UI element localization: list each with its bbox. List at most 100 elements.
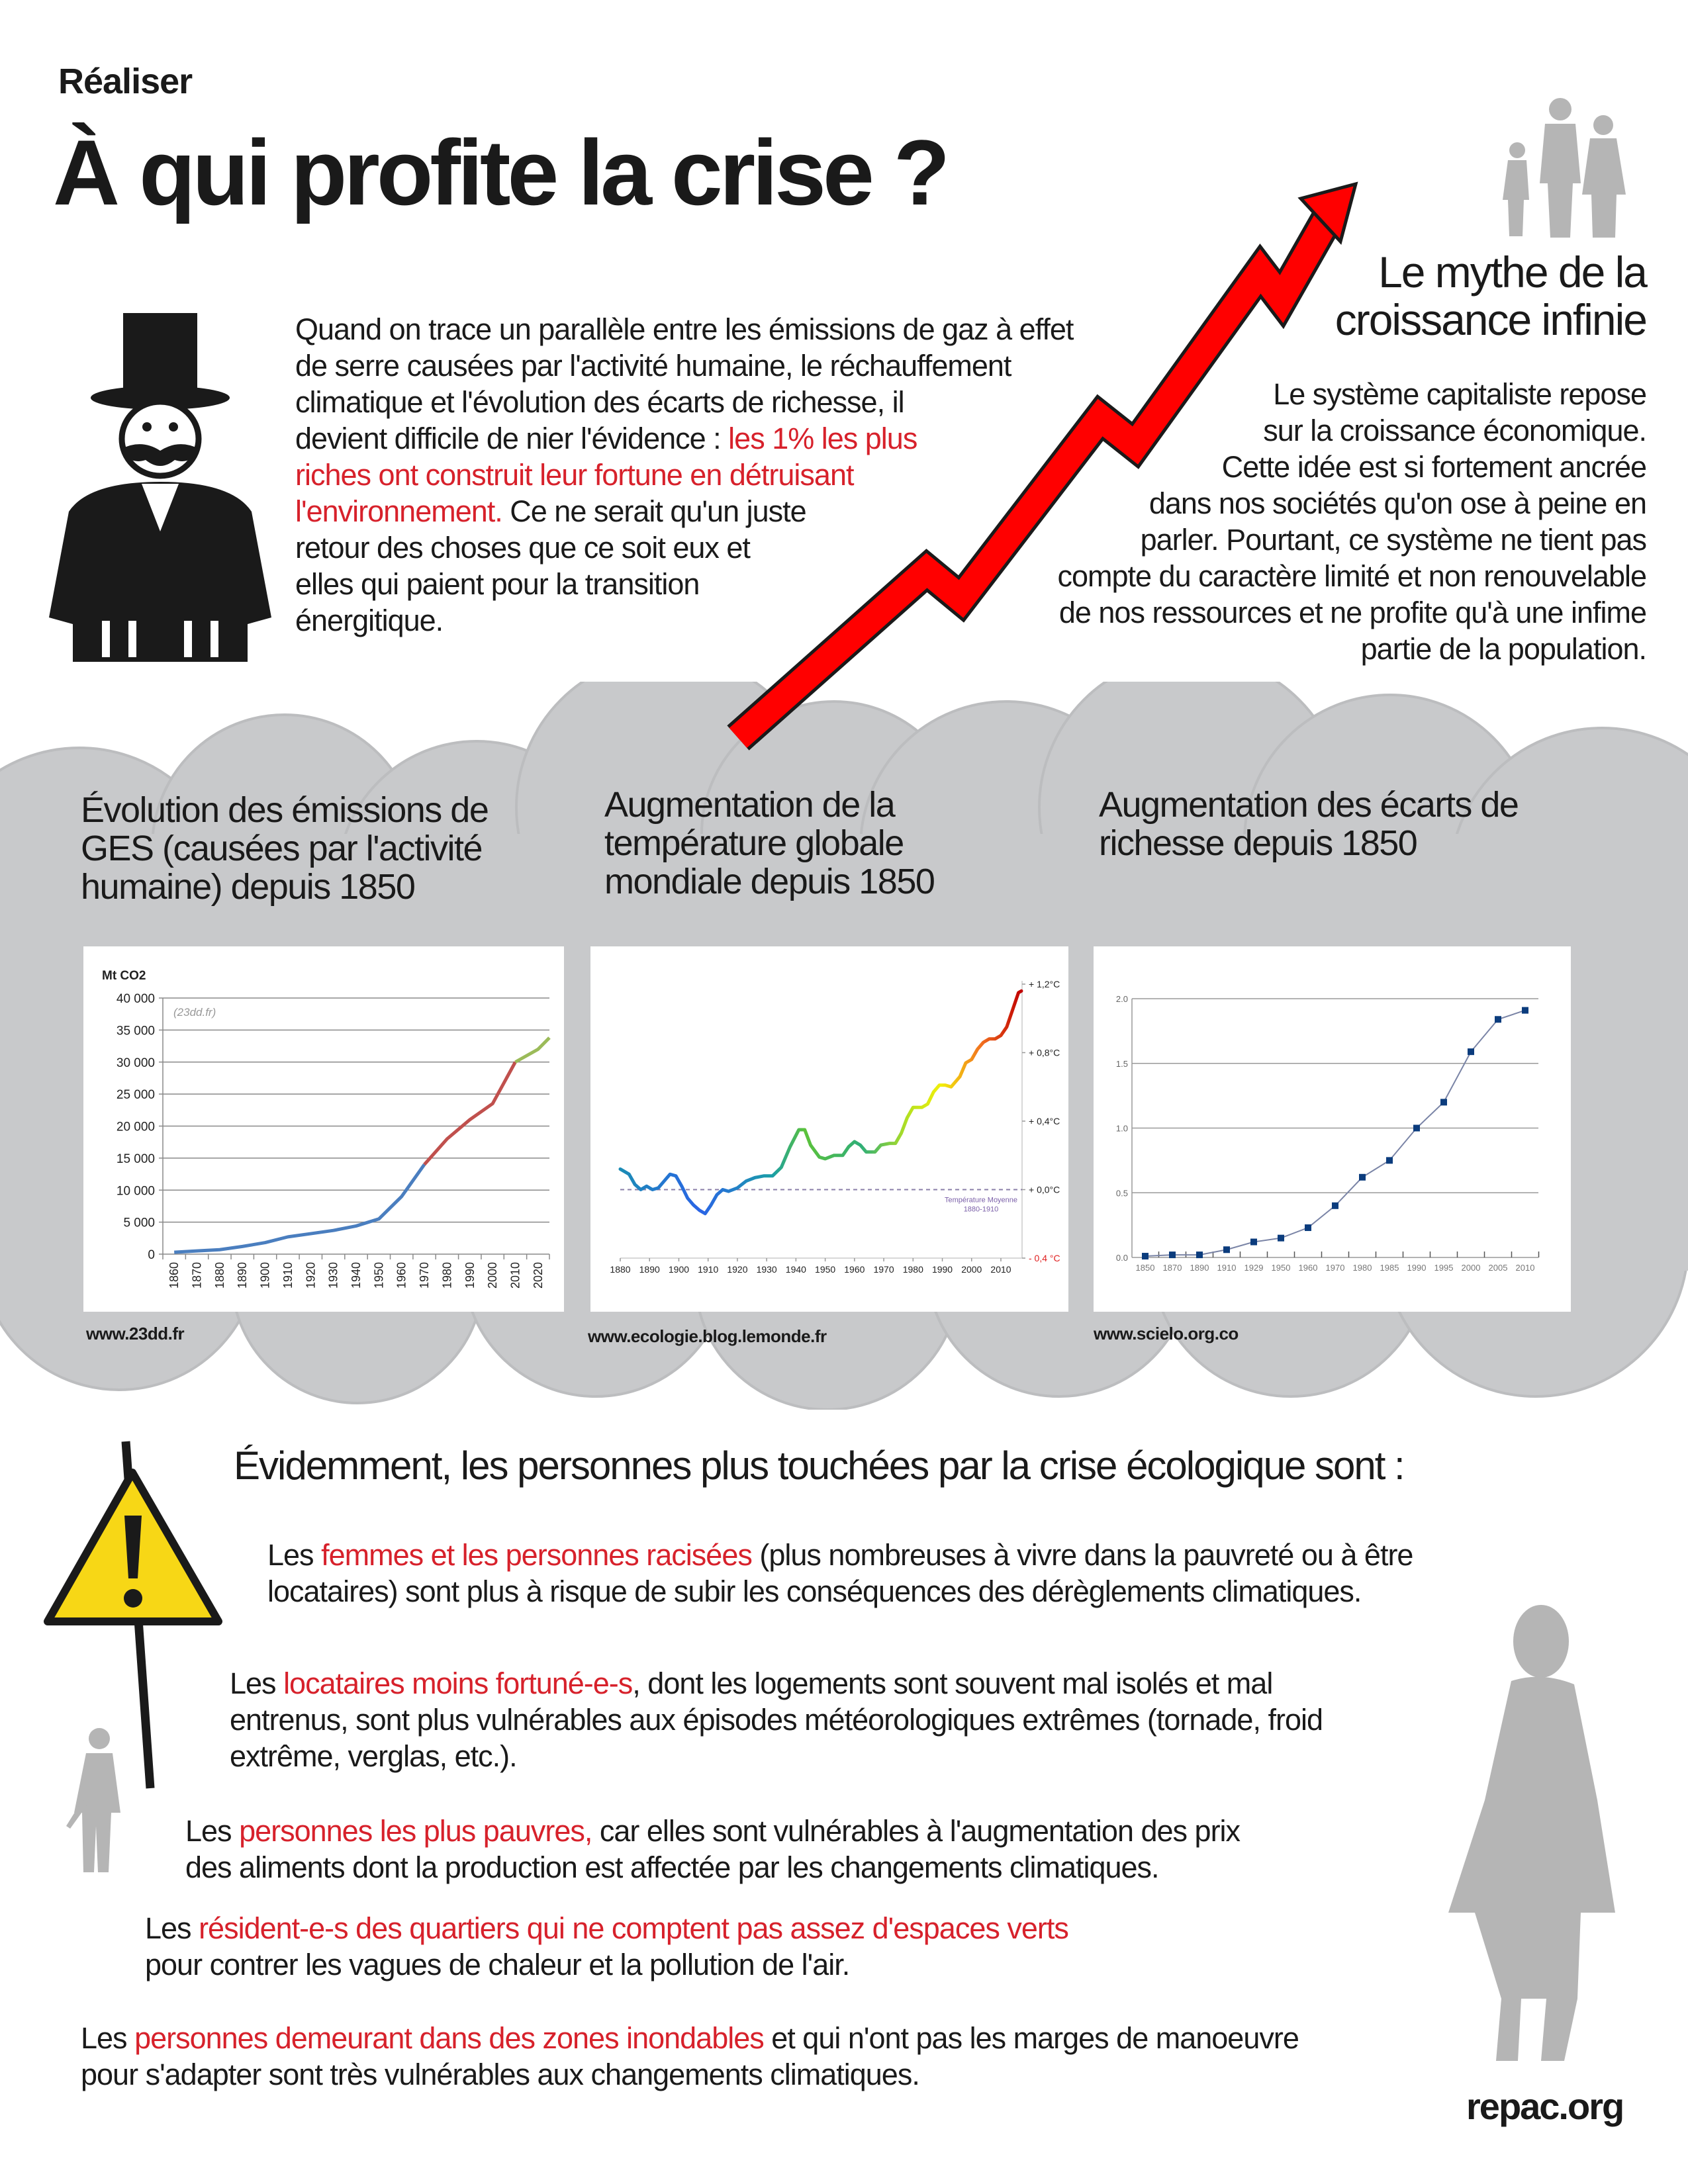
source-link[interactable]: www.ecologie.blog.lemonde.fr (588, 1326, 827, 1346)
highlighted-text: riches ont construit leur fortune en dét… (295, 458, 854, 492)
footer-site-link[interactable]: repac.org (1466, 2085, 1624, 2127)
kicker-label: Réaliser (58, 62, 193, 101)
text-segment: Les (267, 1538, 322, 1572)
x-tick-label: 1940 (786, 1264, 806, 1275)
x-tick-label: 1970 (873, 1264, 894, 1275)
x-tick-label: 2010 (508, 1262, 522, 1289)
text-segment: des aliments dont la production est affe… (185, 1850, 1160, 1884)
y-tick-label: 0 (148, 1248, 155, 1262)
text-line: pour contrer les vagues de chaleur et la… (145, 1946, 1068, 1983)
text-line: Les locataires moins fortuné-e-s, dont l… (230, 1665, 1323, 1702)
myth-paragraph: Le système capitaliste repose sur la croi… (1057, 376, 1647, 667)
section-title-emissions: Évolution des émissions de GES (causées … (81, 790, 489, 906)
y-tick-label: 2.0 (1116, 994, 1128, 1004)
text-line: Quand on trace un parallèle entre les ém… (295, 311, 1074, 347)
section-title-line: mondiale depuis 1850 (604, 862, 935, 901)
text-segment: climatique et l'évolution des écarts de … (295, 385, 905, 419)
y-tick-label: 40 000 (117, 992, 155, 1006)
myth-heading-line: Le mythe de la (1378, 248, 1648, 296)
text-line: Les femmes et les personnes racisées (pl… (267, 1537, 1413, 1573)
y-tick-label: 1.5 (1116, 1059, 1128, 1069)
text-segment: Quand on trace un parallèle entre les ém… (295, 312, 1074, 346)
text-line: de serre causées par l'activité humaine,… (295, 347, 1073, 384)
text-segment: pour contrer les vagues de chaleur et la… (145, 1948, 850, 1981)
x-tick-label: 2010 (1516, 1263, 1535, 1273)
source-link[interactable]: www.scielo.org.co (1094, 1324, 1239, 1343)
myth-line: Le système capitaliste repose (1273, 377, 1647, 411)
page-title: À qui profite la crise ? (53, 120, 950, 224)
impact-item: Les personnes les plus pauvres, car elle… (185, 1813, 1241, 1886)
x-tick-label: 1970 (418, 1262, 431, 1289)
text-line: retour des choses que ce soit eux et (295, 529, 1073, 566)
temperature-line (618, 989, 1023, 1216)
highlighted-text: les 1% les plus (728, 422, 917, 455)
text-line: pour s'adapter sont très vulnérables aux… (81, 2056, 1299, 2093)
text-segment: Les (185, 1814, 240, 1848)
data-point (1413, 1124, 1420, 1132)
impacts-heading: Évidemment, les personnes plus touchées … (234, 1443, 1405, 1488)
family-silhouette-icon (1503, 98, 1626, 238)
x-tick-label: 1990 (463, 1262, 477, 1289)
x-tick-label: 1980 (1353, 1263, 1372, 1273)
text-line: entrenus, sont plus vulnérables aux épis… (230, 1702, 1323, 1738)
x-tick-label: 1870 (191, 1262, 204, 1289)
x-tick-label: 1950 (372, 1262, 385, 1289)
text-segment: locataires) sont plus à risque de subir … (267, 1574, 1362, 1608)
myth-line: parler. Pourtant, ce système ne tient pa… (1140, 523, 1647, 557)
text-segment: Les (81, 2021, 135, 2055)
text-line: extrême, verglas, etc.). (230, 1738, 1323, 1774)
text-segment: de serre causées par l'activité humaine,… (295, 349, 1011, 383)
x-tick-label: 1850 (1136, 1263, 1155, 1273)
reference-label: Température Moyenne (945, 1197, 1017, 1205)
y-tick-label: 0.5 (1116, 1188, 1128, 1198)
section-title-line: GES (causées par l'activité (81, 829, 483, 868)
text-segment: retour des choses que ce soit eux et (295, 531, 751, 565)
x-tick-label: 1930 (327, 1262, 340, 1289)
impact-item: Les locataires moins fortuné-e-s, dont l… (230, 1665, 1323, 1774)
x-tick-label: 1960 (1299, 1263, 1318, 1273)
text-line: elles qui paient pour la transition (295, 566, 1073, 602)
warning-sign-icon (44, 1441, 222, 1789)
data-line (514, 1036, 551, 1064)
text-line: climatique et l'évolution des écarts de … (295, 384, 1073, 420)
data-point (1495, 1016, 1501, 1023)
myth-heading-line: croissance infinie (1335, 295, 1648, 344)
temperature-chart: - 0,4 °C + 0,0°C + 0,4°C + 0,8°C + 1,2°C 1880… (590, 946, 1068, 1312)
data-line (423, 1061, 517, 1166)
section-title-line: Évolution des émissions de (81, 790, 489, 830)
y-tick-label: + 0,4°C (1029, 1116, 1060, 1126)
x-tick-label: 1920 (304, 1262, 317, 1289)
data-point (1440, 1099, 1447, 1106)
x-tick-label: 1890 (236, 1262, 249, 1289)
x-tick-label: 1910 (281, 1262, 295, 1289)
text-line: Les personnes les plus pauvres, car elle… (185, 1813, 1241, 1849)
myth-line: partie de la population. (1360, 632, 1647, 666)
myth-line: compte du caractère limité et non renouv… (1057, 559, 1647, 593)
chart-annotation: (23dd.fr) (173, 1006, 216, 1019)
text-segment: Ce ne serait qu'un juste (502, 494, 806, 528)
text-line: des aliments dont la production est affe… (185, 1849, 1240, 1886)
x-tick-label: 1900 (259, 1262, 272, 1289)
data-line (1145, 1009, 1526, 1257)
y-tick-label: 35 000 (117, 1024, 155, 1038)
x-tick-label: 1960 (395, 1262, 408, 1289)
y-tick-label: 0.0 (1116, 1253, 1128, 1263)
source-link[interactable]: www.23dd.fr (86, 1324, 185, 1343)
x-tick-label: 1860 (167, 1262, 181, 1289)
x-tick-label: 1950 (815, 1264, 835, 1275)
text-segment: et qui n'ont pas les marges de manoeuvre (763, 2021, 1299, 2055)
reference-label: 1880-1910 (964, 1206, 999, 1214)
myth-line: Cette idée est si fortement ancrée (1221, 450, 1647, 484)
data-point (1468, 1048, 1474, 1056)
x-tick-label: 1980 (903, 1264, 923, 1275)
highlighted-text: personnes demeurant dans des zones inond… (134, 2021, 765, 2055)
x-tick-label: 1990 (932, 1264, 953, 1275)
data-point (1522, 1007, 1528, 1014)
text-segment: Les (145, 1911, 199, 1945)
rising-arrow-icon (727, 181, 1358, 751)
text-line: l'environnement. Ce ne serait qu'un just… (295, 493, 1073, 529)
text-segment: Les (230, 1666, 284, 1700)
data-point (1196, 1251, 1203, 1259)
text-segment: extrême, verglas, etc.). (230, 1739, 518, 1773)
woman-silhouette-icon (1448, 1605, 1615, 2061)
